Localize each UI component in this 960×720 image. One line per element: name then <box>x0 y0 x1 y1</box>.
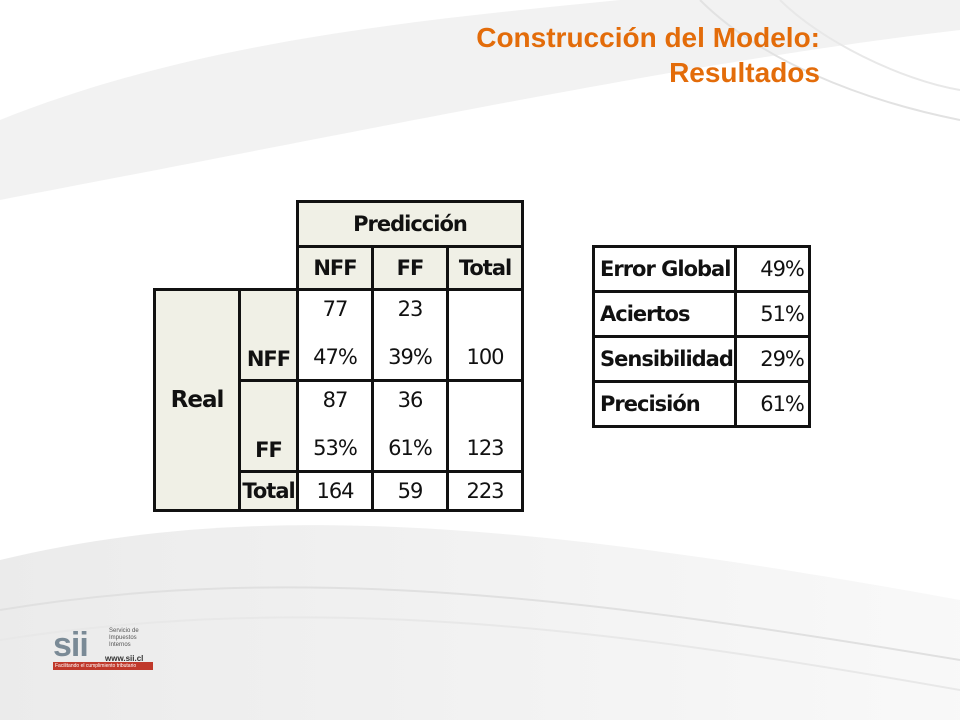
metric-value: 51% <box>733 290 811 338</box>
logo-org-name: Servicio de Impuestos Internos <box>109 628 139 648</box>
cell-ff-nff: 87 53% <box>296 379 374 473</box>
sii-logo: sii Servicio de Impuestos Internos www.s… <box>53 626 163 676</box>
corner-blank-2 <box>155 247 298 290</box>
title-line-2: Resultados <box>669 57 820 88</box>
row-label-nff: NFF <box>238 288 299 382</box>
count-value: 87 <box>322 388 349 412</box>
metric-label: Precisión <box>592 380 737 428</box>
column-header-ff: FF <box>371 245 449 291</box>
metric-value: 49% <box>733 245 811 293</box>
metric-label: Aciertos <box>592 290 737 338</box>
metric-row: Precisión 61% <box>592 380 811 428</box>
column-header-nff: NFF <box>296 245 374 291</box>
logo-website: www.sii.cl <box>105 654 144 663</box>
metric-value: 61% <box>733 380 811 428</box>
logo-wordmark: sii <box>53 626 89 664</box>
metric-label: Error Global <box>592 245 737 293</box>
grand-total: 223 <box>446 470 524 512</box>
title-line-1: Construcción del Modelo: <box>476 22 820 53</box>
metric-row: Aciertos 51% <box>592 290 811 338</box>
logo-tagline: Facilitando el cumplimiento tributario <box>53 662 153 670</box>
percent-value: 61% <box>388 436 433 460</box>
row-total-ff: 123 <box>446 379 524 473</box>
metrics-table: Error Global 49% Aciertos 51% Sensibilid… <box>592 245 811 428</box>
column-total-nff: 164 <box>296 470 374 512</box>
count-value: 36 <box>397 388 424 412</box>
metric-row: Sensibilidad 29% <box>592 335 811 383</box>
row-total-nff: 100 <box>446 288 524 382</box>
metric-label: Sensibilidad <box>592 335 737 383</box>
row-label-ff: FF <box>238 379 299 473</box>
metric-value: 29% <box>733 335 811 383</box>
percent-value: 47% <box>313 345 358 369</box>
real-axis-label: Real <box>153 288 241 512</box>
corner-blank <box>155 202 298 247</box>
row-label-total: Total <box>238 470 299 512</box>
cell-nff-ff: 23 39% <box>371 288 449 382</box>
cell-ff-ff: 36 61% <box>371 379 449 473</box>
count-value: 23 <box>397 297 424 321</box>
prediction-header: Predicción <box>296 200 524 248</box>
count-value: 77 <box>322 297 349 321</box>
column-header-total: Total <box>446 245 524 291</box>
percent-value: 39% <box>388 345 433 369</box>
column-total-ff: 59 <box>371 470 449 512</box>
confusion-matrix-table: Predicción NFF FF Total Real NFF 77 47% … <box>153 200 524 512</box>
metric-row: Error Global 49% <box>592 245 811 293</box>
cell-nff-nff: 77 47% <box>296 288 374 382</box>
slide-title: Construcción del Modelo: Resultados <box>476 20 820 90</box>
percent-value: 53% <box>313 436 358 460</box>
